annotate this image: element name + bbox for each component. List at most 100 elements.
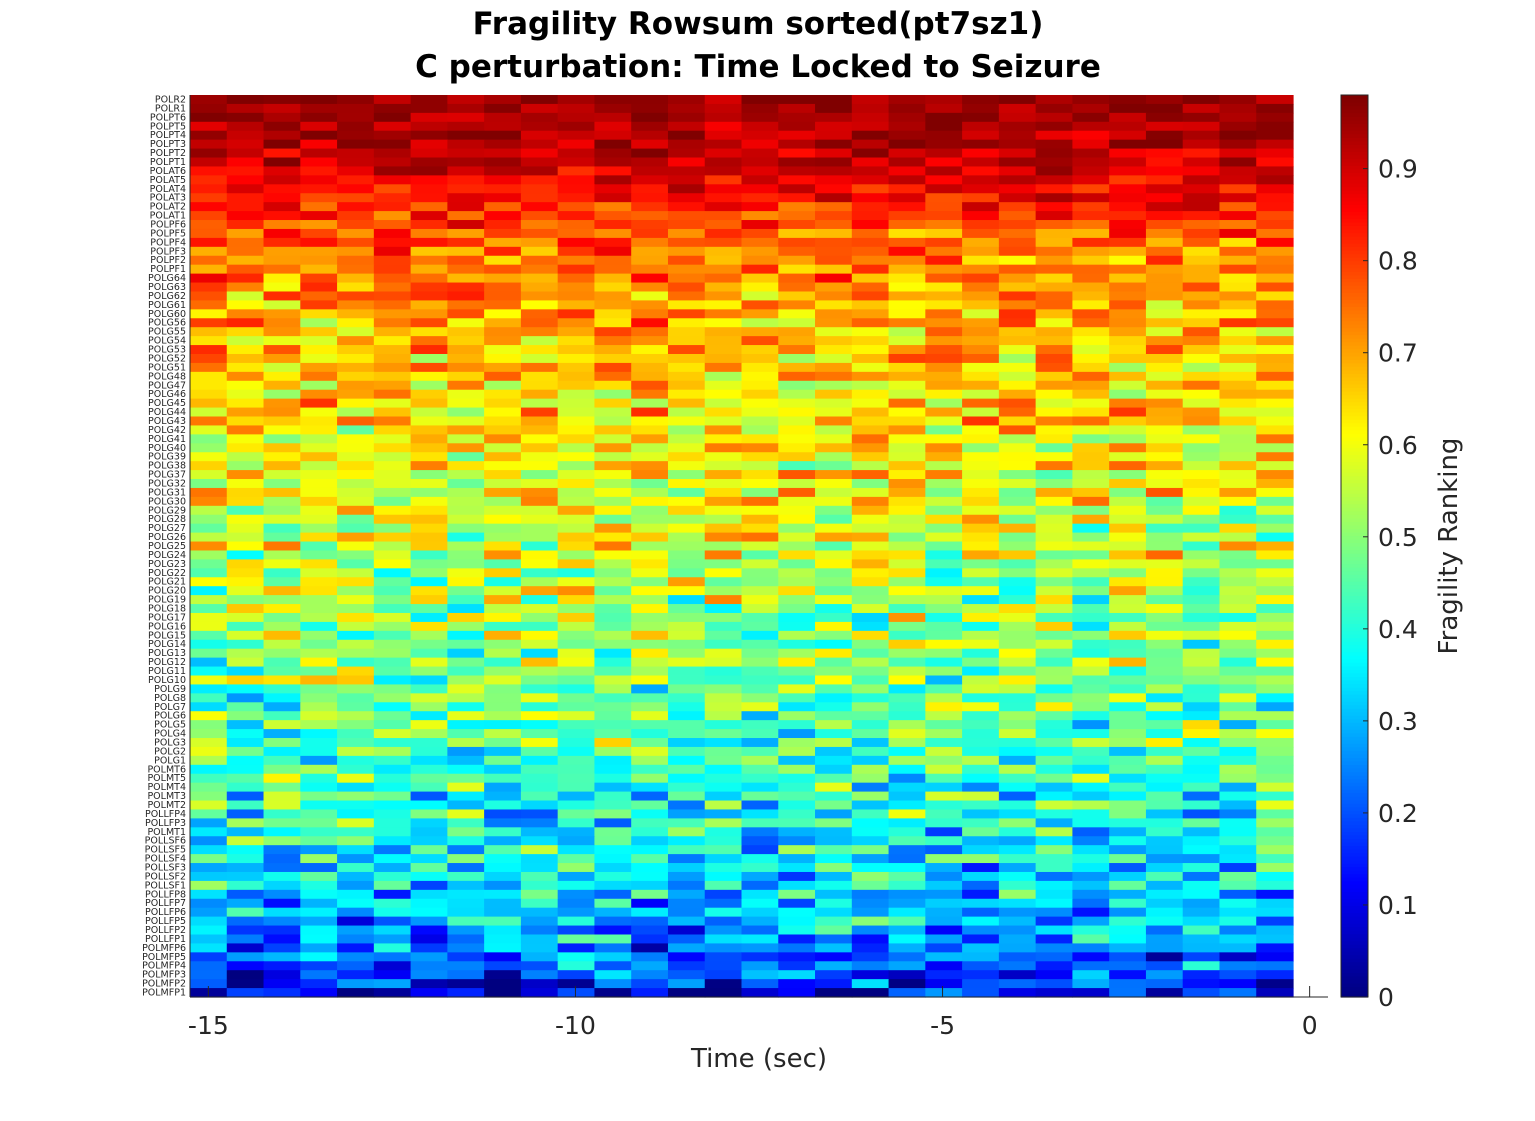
heatmap-cell [263, 988, 301, 998]
heatmap-cell [998, 568, 1037, 578]
heatmap-cell [815, 95, 853, 105]
heatmap-cell [1109, 103, 1147, 114]
colorbar-step [1341, 405, 1368, 410]
heatmap-cell [1182, 764, 1221, 775]
colorbar-step [1341, 912, 1368, 917]
heatmap-cell [520, 246, 559, 257]
heatmap-cell [484, 148, 522, 159]
heatmap-cell [815, 880, 853, 891]
heatmap-cell [778, 648, 816, 659]
heatmap-cell [190, 675, 228, 686]
heatmap-cell [1035, 345, 1073, 355]
heatmap-cell [704, 845, 743, 855]
heatmap-cell [1256, 470, 1294, 480]
heatmap-cell [263, 273, 301, 284]
heatmap-cell [1256, 398, 1294, 409]
heatmap-cell [1219, 934, 1257, 945]
heatmap-cell [1109, 836, 1147, 846]
heatmap-cell [300, 818, 338, 828]
heatmap-cell [373, 166, 412, 176]
heatmap-cell [667, 809, 706, 819]
heatmap-cell [226, 604, 265, 614]
colorbar-step [1341, 218, 1368, 223]
heatmap-cell [373, 577, 412, 587]
heatmap-cell [667, 907, 706, 918]
colorbar-step [1341, 697, 1368, 702]
heatmap-cell [1145, 318, 1184, 328]
heatmap-cell [484, 836, 522, 846]
heatmap-cell [962, 952, 1000, 962]
heatmap-cell [1072, 836, 1110, 846]
heatmap-cell [888, 550, 926, 560]
heatmap-cell [190, 568, 228, 578]
channel-label: POLG42 [148, 425, 186, 436]
heatmap-cell [667, 353, 706, 364]
heatmap-cell [447, 702, 485, 712]
colorbar [1341, 95, 1368, 998]
heatmap-cell [373, 720, 412, 730]
heatmap-cell [263, 130, 301, 141]
heatmap-cell [484, 541, 522, 552]
heatmap-cell [337, 898, 375, 909]
heatmap-cell [704, 755, 743, 766]
heatmap-cell [1109, 604, 1147, 614]
heatmap-cell [815, 353, 853, 364]
heatmap-cell [447, 371, 485, 382]
channel-label: POLLFP5 [145, 916, 186, 927]
colorbar-step [1341, 161, 1368, 167]
heatmap-cell [962, 720, 1000, 730]
heatmap-cell [851, 220, 890, 230]
heatmap-cell [484, 845, 522, 855]
heatmap-cell [484, 523, 522, 534]
colorbar-step [1341, 140, 1368, 145]
channel-label: POLG1 [154, 755, 186, 766]
channel-label: POLG29 [148, 505, 186, 516]
heatmap-cell [1219, 362, 1257, 373]
channel-label: POLLFP7 [145, 898, 186, 909]
heatmap-cell [1035, 934, 1073, 945]
heatmap-cell [631, 586, 669, 596]
heatmap-cell [594, 925, 632, 936]
heatmap-cell [962, 666, 1000, 677]
heatmap-cell [1219, 863, 1257, 873]
heatmap-cell [888, 166, 926, 176]
heatmap-cell [263, 595, 301, 605]
heatmap-cell [557, 496, 596, 507]
heatmap-cell [1145, 898, 1184, 909]
heatmap-cell [815, 979, 853, 989]
heatmap-cell [410, 336, 448, 346]
heatmap-cell [1256, 934, 1294, 945]
heatmap-cell [190, 157, 228, 168]
chart-title: Fragility Rowsum sorted(pt7sz1) [473, 6, 1044, 42]
colorbar-step [1341, 746, 1368, 751]
heatmap-cell [226, 657, 265, 668]
heatmap-cell [520, 979, 559, 989]
heatmap-cell [741, 514, 779, 525]
heatmap-cell [888, 273, 926, 284]
heatmap-cell [815, 514, 853, 525]
heatmap-cell [631, 863, 669, 873]
heatmap-cell [704, 443, 743, 453]
heatmap-cell [226, 854, 265, 864]
heatmap-cell [337, 586, 375, 596]
heatmap-cell [1145, 702, 1184, 712]
heatmap-cell [1072, 577, 1110, 587]
heatmap-cell [1219, 738, 1257, 748]
heatmap-cell [1035, 925, 1073, 936]
colorbar-step [1341, 292, 1368, 297]
heatmap-cell [998, 764, 1037, 775]
heatmap-cell [815, 943, 853, 953]
heatmap-cell [447, 541, 485, 552]
heatmap-cell [667, 612, 706, 623]
heatmap-cell [1182, 103, 1221, 114]
heatmap-cell [373, 202, 412, 212]
heatmap-cell [888, 791, 926, 802]
heatmap-cell [373, 738, 412, 748]
heatmap-cell [741, 568, 779, 578]
heatmap-cell [594, 827, 632, 837]
colorbar-step [1341, 965, 1368, 970]
heatmap-cell [337, 255, 375, 266]
heatmap-cell [373, 773, 412, 784]
heatmap-cell [815, 800, 853, 811]
heatmap-cell [925, 559, 963, 569]
